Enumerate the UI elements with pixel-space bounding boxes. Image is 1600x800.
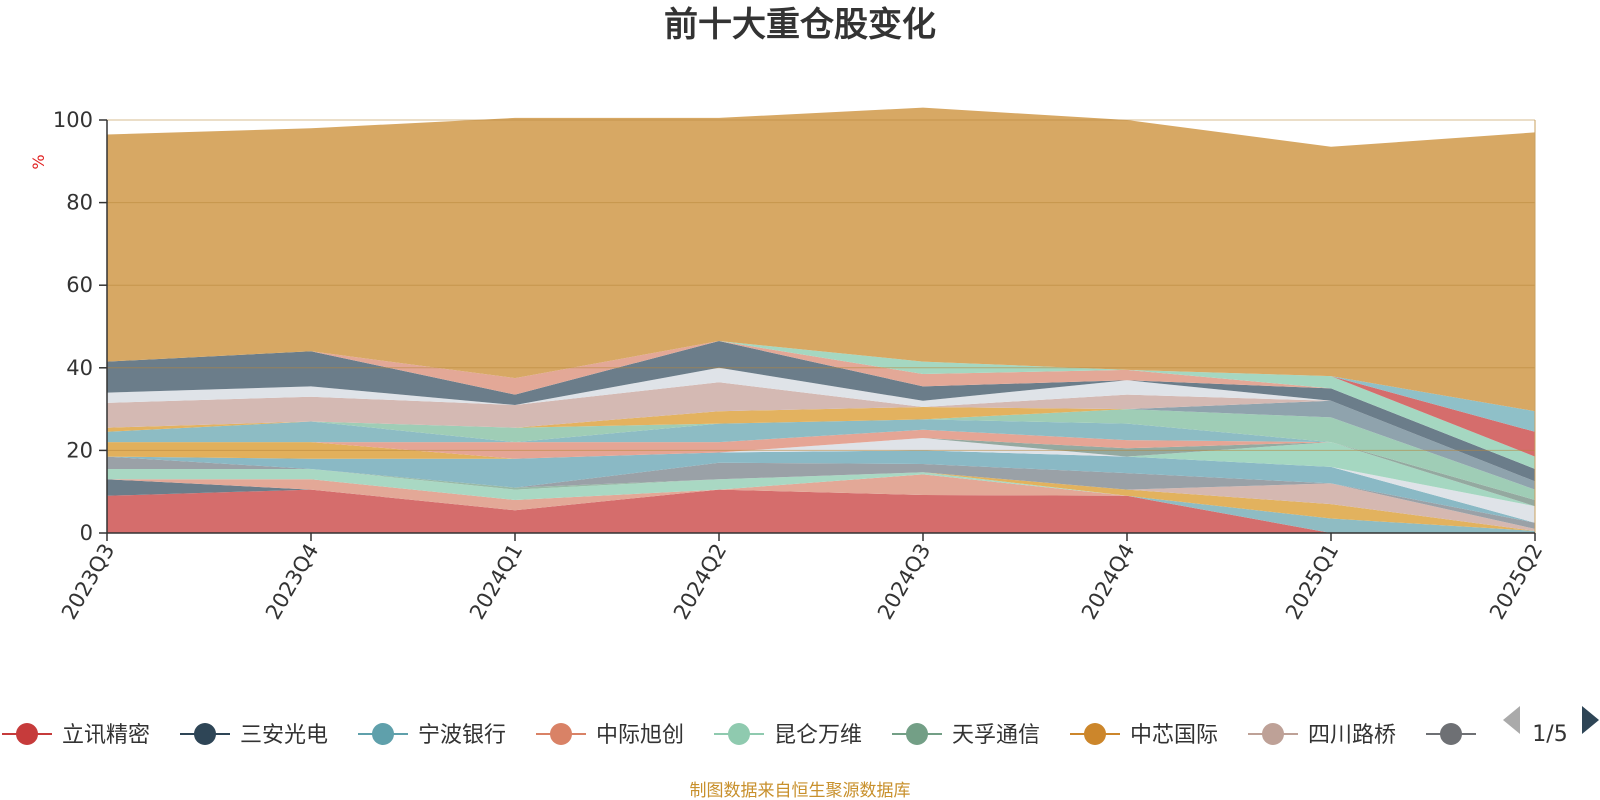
legend-marker-icon [1262, 723, 1284, 745]
area-series-17 [107, 419, 1535, 500]
pager-prev-icon[interactable] [1503, 706, 1520, 734]
y-tick-label: 100 [53, 108, 93, 132]
y-axis-unit-label: % [29, 154, 48, 169]
legend-label: 宁波银行 [418, 723, 506, 748]
x-tick-label: 2025Q1 [1281, 540, 1343, 624]
area-series-7 [107, 469, 1535, 531]
legend-label: I [1486, 723, 1493, 748]
legend-item[interactable]: 立讯精密 [2, 723, 150, 748]
area-series-23 [107, 341, 1535, 482]
legend-label: 四川路桥 [1308, 723, 1396, 748]
pager-next-icon[interactable] [1582, 706, 1599, 734]
legend-label: 立讯精密 [62, 723, 150, 748]
source-note: 制图数据来自恒生聚源数据库 [690, 781, 911, 800]
area-series-3 [107, 479, 1535, 533]
legend-label: 昆仑万维 [774, 723, 862, 748]
legend-marker-icon [194, 723, 216, 745]
area-series-1 [107, 489, 1535, 533]
area-series-13 [107, 438, 1535, 507]
y-tick-label: 40 [66, 356, 93, 380]
area-series-5 [107, 469, 1535, 531]
area-series-9 [107, 456, 1535, 529]
area-series-25 [107, 341, 1535, 469]
area-series-24 [107, 341, 1535, 469]
legend-item[interactable]: 四川路桥 [1248, 723, 1396, 748]
legend-marker-icon [372, 723, 394, 745]
area-series-16 [107, 429, 1535, 500]
chart-title: 前十大重仓股变化 [664, 5, 936, 45]
legend-marker-icon [1084, 723, 1106, 745]
area-series-22 [107, 367, 1535, 482]
legend-item[interactable]: 中际旭创 [536, 723, 684, 748]
x-tick-label: 2023Q4 [261, 540, 323, 624]
legend-item[interactable]: 三安光电 [180, 723, 328, 748]
x-tick-label: 2024Q1 [465, 540, 527, 624]
legend-items: 立讯精密 三安光电 宁波银行 中际旭创 昆仑万维 天孚通信 中芯国际 四川路桥 I [2, 723, 1493, 748]
legend-label: 三安光电 [240, 723, 328, 748]
area-series-21 [107, 382, 1535, 482]
legend[interactable]: 立讯精密 三安光电 宁波银行 中际旭创 昆仑万维 天孚通信 中芯国际 四川路桥 I [2, 723, 1493, 748]
legend-label: 中际旭创 [596, 723, 684, 748]
y-tick-label: 20 [66, 438, 93, 462]
legend-marker-icon [550, 723, 572, 745]
legend-item[interactable]: 昆仑万维 [714, 723, 862, 748]
area-series-28 [107, 107, 1535, 412]
plot-area [107, 107, 1536, 533]
x-tick-label: 2024Q2 [669, 540, 731, 624]
area-series-18 [107, 409, 1535, 500]
pager-label: 1/5 [1532, 722, 1567, 747]
legend-marker-icon [1440, 723, 1462, 745]
legend-item[interactable]: 天孚通信 [892, 723, 1040, 748]
legend-label: 天孚通信 [952, 723, 1040, 748]
legend-item[interactable]: I [1426, 723, 1493, 748]
legend-item[interactable]: 宁波银行 [358, 723, 506, 748]
area-series-14 [107, 438, 1535, 507]
legend-marker-icon [728, 723, 750, 745]
x-tick-label: 2024Q4 [1077, 540, 1139, 624]
legend-pager[interactable]: 1/5 [1503, 706, 1599, 747]
legend-marker-icon [906, 723, 928, 745]
area-series-10 [107, 450, 1535, 523]
x-tick-label: 2025Q2 [1485, 540, 1547, 624]
x-tick-label: 2023Q3 [57, 540, 119, 624]
y-tick-label: 0 [80, 521, 93, 545]
legend-item[interactable]: 中芯国际 [1070, 723, 1218, 748]
legend-marker-icon [16, 723, 38, 745]
y-tick-label: 60 [66, 273, 93, 297]
area-series-4 [107, 474, 1535, 531]
x-tick-label: 2024Q3 [873, 540, 935, 624]
y-tick-label: 80 [66, 191, 93, 215]
legend-label: 中芯国际 [1130, 723, 1218, 748]
